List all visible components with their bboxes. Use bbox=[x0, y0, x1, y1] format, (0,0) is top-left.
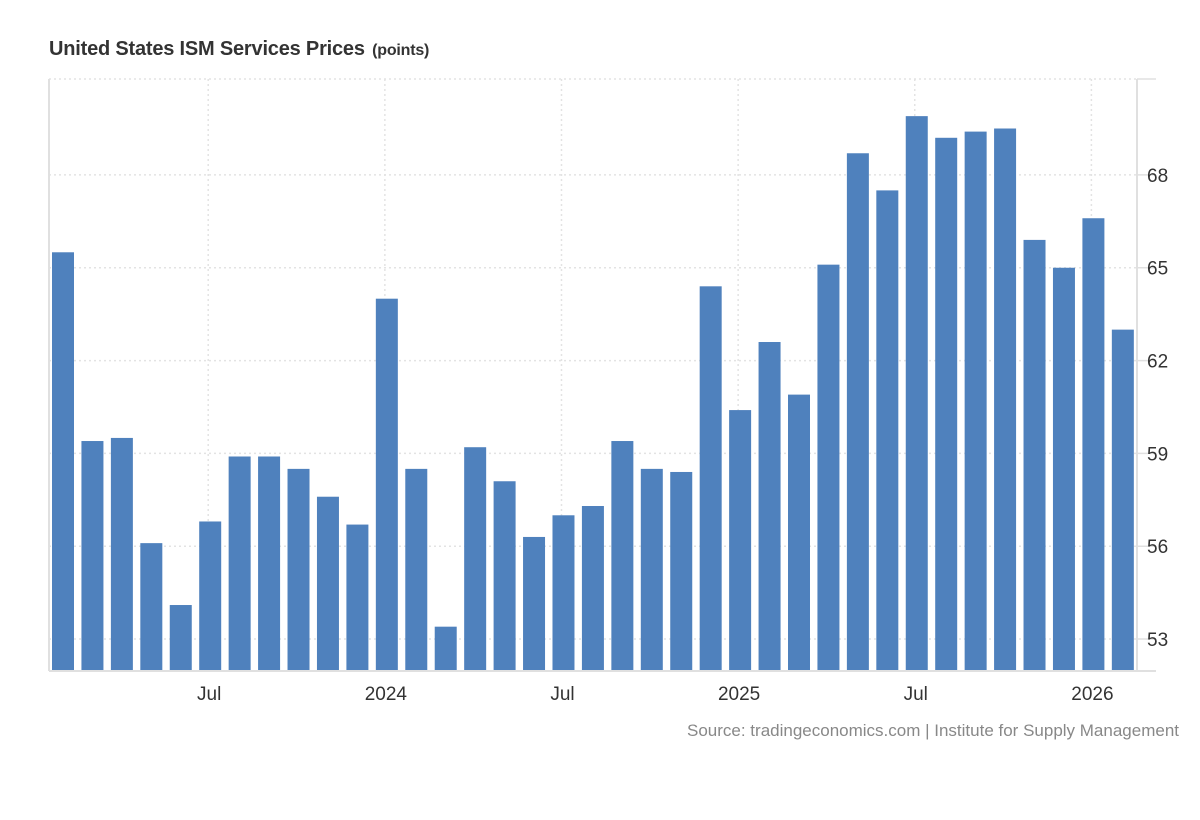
y-tick-label: 68 bbox=[1147, 166, 1168, 187]
source-caption: Source: tradingeconomics.com | Institute… bbox=[687, 721, 1179, 740]
bar bbox=[876, 190, 899, 670]
y-tick-label: 62 bbox=[1147, 352, 1168, 373]
y-tick-label: 56 bbox=[1147, 537, 1168, 558]
axes bbox=[48, 78, 1156, 672]
y-tick-label: 53 bbox=[1147, 630, 1168, 651]
bar bbox=[405, 468, 428, 670]
bar bbox=[846, 153, 869, 670]
chart-title-text: United States ISM Services Prices bbox=[49, 38, 365, 60]
bar bbox=[611, 441, 634, 670]
bar bbox=[817, 264, 840, 670]
bar bbox=[1052, 267, 1075, 670]
bar bbox=[640, 468, 663, 670]
bar bbox=[287, 468, 310, 670]
bar bbox=[52, 252, 74, 671]
bar bbox=[1111, 329, 1134, 670]
x-tick-label: Jul bbox=[550, 684, 574, 705]
bar bbox=[964, 131, 987, 670]
bar bbox=[523, 536, 546, 670]
bar bbox=[581, 506, 604, 670]
bar bbox=[199, 521, 222, 670]
x-axis-ticks: Jul 2024 Jul 2025 Jul 2026 bbox=[197, 684, 1113, 705]
y-tick-label: 59 bbox=[1147, 444, 1168, 465]
y-axis-ticks: 53 56 59 62 65 68 bbox=[1147, 166, 1168, 651]
y-tick-label: 65 bbox=[1147, 259, 1168, 280]
bar bbox=[1082, 218, 1105, 670]
bar bbox=[699, 286, 722, 670]
bar bbox=[493, 481, 516, 670]
bar bbox=[110, 437, 133, 670]
bar bbox=[935, 137, 958, 670]
bar bbox=[905, 116, 928, 671]
bars bbox=[52, 116, 1134, 671]
bar bbox=[552, 515, 575, 670]
x-tick-label: Jul bbox=[904, 684, 928, 705]
bar bbox=[994, 128, 1017, 670]
bar bbox=[81, 441, 104, 670]
bar bbox=[258, 456, 281, 670]
chart-title: United States ISM Services Prices (point… bbox=[49, 38, 429, 61]
chart-unit: (points) bbox=[372, 42, 430, 59]
bar bbox=[316, 496, 339, 670]
bar bbox=[140, 543, 163, 670]
bar bbox=[1023, 239, 1046, 671]
bar bbox=[464, 447, 487, 670]
x-tick-label: 2025 bbox=[718, 684, 760, 705]
bar bbox=[375, 298, 398, 670]
bar bbox=[346, 524, 369, 670]
bar bbox=[758, 342, 781, 670]
bar bbox=[228, 456, 251, 670]
bar bbox=[434, 626, 457, 670]
bar bbox=[729, 410, 752, 670]
bar bbox=[169, 605, 192, 670]
x-tick-label: Jul bbox=[197, 684, 221, 705]
x-tick-label: 2026 bbox=[1071, 684, 1113, 705]
bar bbox=[670, 471, 693, 670]
x-tick-label: 2024 bbox=[365, 684, 408, 705]
bar bbox=[788, 394, 810, 670]
